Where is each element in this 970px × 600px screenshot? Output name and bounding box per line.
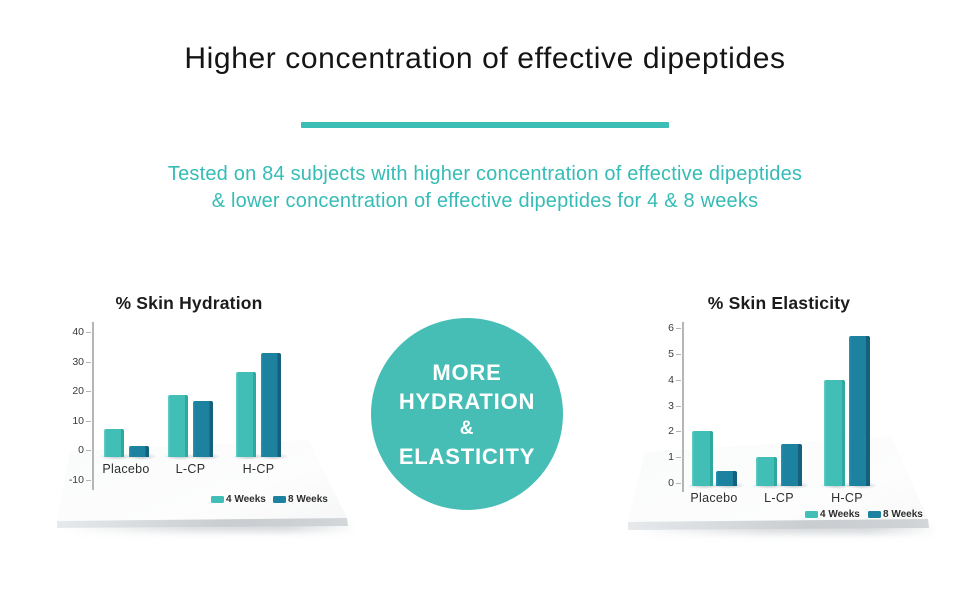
bar-8-weeks-placebo [129, 445, 149, 457]
bar-4-weeks-h-cp [824, 379, 845, 486]
y-tick-mark [676, 405, 681, 407]
category-label-placebo: Placebo [690, 491, 738, 505]
skin-hydration-chart: % Skin Hydration 40 30 20 10 0 -10 Placebo L-CP H… [55, 288, 365, 540]
bar-8-weeks-l-cp [193, 401, 213, 457]
y-tick-mark [86, 450, 91, 451]
platform-shadow [61, 523, 351, 531]
legend-swatch-8-weeks [273, 496, 286, 503]
platform-shadow [633, 525, 933, 533]
category-label-l-cp: L-CP [175, 462, 206, 476]
chart-title: % Skin Elasticity [707, 293, 851, 313]
platform-surface [628, 436, 928, 522]
legend-label-4-weeks: 4 Weeks [820, 509, 860, 520]
bar-4-weeks-h-cp [236, 371, 256, 457]
legend-swatch-8-weeks [868, 511, 881, 518]
category-label-h-cp: H-CP [242, 462, 275, 476]
y-tick-label: 2 [668, 425, 674, 438]
y-tick-mark [86, 332, 91, 333]
category-label-h-cp: H-CP [831, 491, 863, 505]
page-title: Higher concentration of effective dipept… [184, 42, 786, 75]
y-tick-label: 3 [668, 399, 674, 412]
badge-line: MORE [432, 359, 502, 385]
y-tick-mark [676, 483, 681, 484]
y-tick-mark [676, 431, 681, 433]
y-tick-mark [86, 361, 91, 363]
title-divider [301, 122, 669, 128]
y-tick-label: 4 [668, 373, 674, 386]
y-tick-label: 6 [668, 322, 674, 335]
y-tick-label: 0 [668, 477, 674, 489]
platform-front-edge [57, 518, 348, 528]
legend-label-4-weeks: 4 Weeks [226, 494, 266, 505]
more-hydration-elasticity-badge: MORE HYDRATION & ELASTICITY [371, 318, 563, 510]
legend-label-8-weeks: 8 Weeks [883, 509, 923, 520]
y-tick-label: 30 [72, 355, 84, 368]
badge-line: ELASTICITY [398, 443, 536, 469]
category-label-placebo: Placebo [102, 462, 150, 476]
y-axis-line [92, 322, 94, 490]
y-tick-label: 20 [72, 385, 84, 397]
y-tick-mark [86, 420, 91, 422]
subtitle-line-1: Tested on 84 subjects with higher concen… [167, 163, 803, 185]
bar-8-weeks-h-cp [261, 352, 281, 457]
bar-4-weeks-l-cp [168, 395, 188, 457]
y-tick-label: -10 [68, 473, 84, 486]
y-tick-mark [86, 391, 91, 392]
y-tick-mark [676, 328, 681, 330]
chart-title: % Skin Hydration [115, 293, 263, 313]
y-tick-label: 40 [72, 326, 84, 338]
y-tick-label: 5 [668, 347, 674, 360]
badge-ampersand: & [459, 417, 475, 439]
category-label-l-cp: L-CP [764, 491, 794, 505]
bar-4-weeks-placebo [104, 429, 124, 457]
bar-4-weeks-l-cp [756, 457, 777, 486]
platform-front-edge [628, 519, 929, 530]
y-tick-mark [86, 479, 91, 481]
y-tick-label: 0 [78, 444, 84, 456]
bar-8-weeks-l-cp [781, 444, 802, 486]
y-tick-mark [676, 353, 681, 355]
bar-4-weeks-placebo [692, 431, 713, 486]
bar-8-weeks-h-cp [849, 335, 870, 486]
y-tick-mark [676, 379, 681, 381]
y-axis-line [682, 322, 684, 492]
badge-line: HYDRATION [398, 388, 536, 414]
legend-swatch-4-weeks [805, 511, 818, 518]
bar-8-weeks-placebo [716, 471, 737, 486]
subtitle-line-2: & lower concentration of effective dipep… [211, 190, 759, 212]
y-tick-label: 1 [668, 451, 674, 464]
skin-elasticity-chart: % Skin Elasticity 6 5 4 3 2 1 0 Placebo L-CP H-CP 4… [625, 288, 955, 550]
y-tick-mark [676, 457, 681, 459]
legend-swatch-4-weeks [211, 496, 224, 503]
y-tick-label: 10 [72, 414, 84, 427]
legend-label-8-weeks: 8 Weeks [288, 494, 328, 505]
